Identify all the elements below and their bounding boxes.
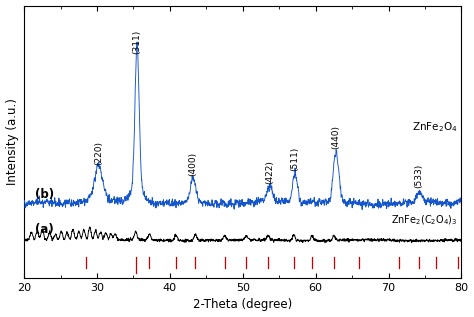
X-axis label: 2-Theta (degree): 2-Theta (degree) — [193, 298, 292, 311]
Text: ZnFe$_2$(C$_2$O$_4$)$_3$: ZnFe$_2$(C$_2$O$_4$)$_3$ — [391, 213, 458, 227]
Text: (440): (440) — [331, 125, 340, 149]
Text: (511): (511) — [291, 147, 300, 171]
Text: (220): (220) — [94, 141, 103, 165]
Y-axis label: Intensity (a.u.): Intensity (a.u.) — [6, 98, 18, 185]
Text: (533): (533) — [415, 164, 424, 188]
Text: (b): (b) — [35, 188, 54, 201]
Text: (400): (400) — [189, 152, 198, 176]
Text: (311): (311) — [133, 30, 142, 55]
Text: ZnFe$_2$O$_4$: ZnFe$_2$O$_4$ — [412, 120, 458, 134]
Text: (422): (422) — [265, 160, 274, 184]
Text: (a): (a) — [35, 223, 54, 236]
